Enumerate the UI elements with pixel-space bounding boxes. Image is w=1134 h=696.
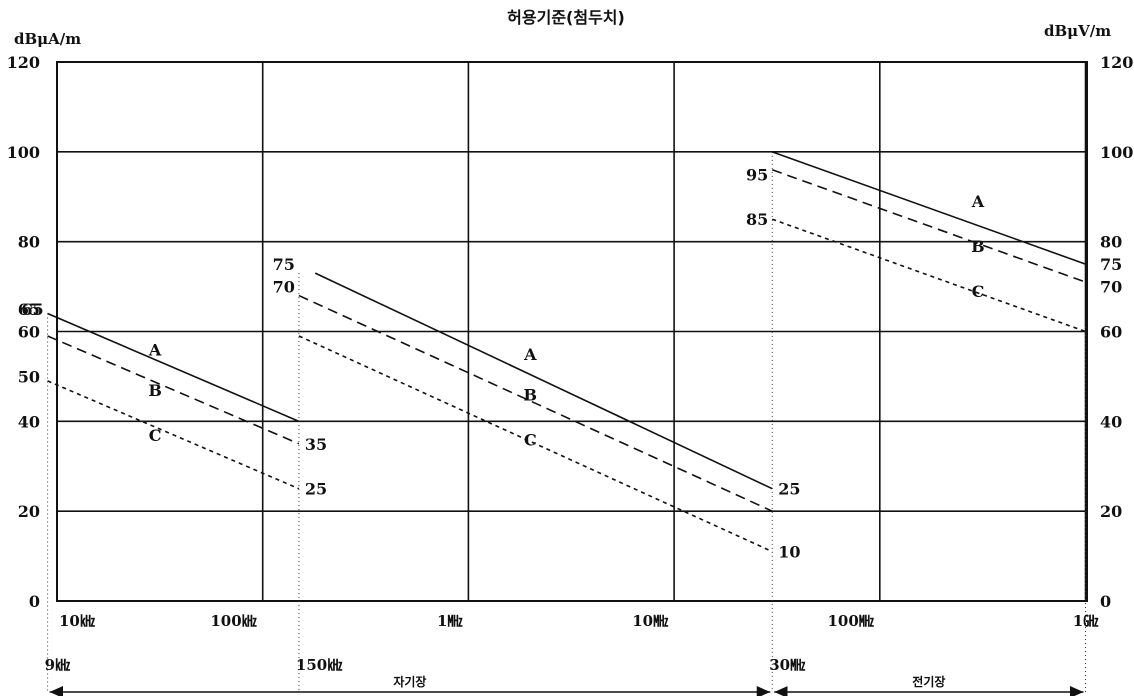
- y-tick-label-left: 20: [18, 502, 40, 521]
- y-tick-label-left: 40: [18, 412, 40, 431]
- x-tick-label: 1㎓: [1073, 612, 1099, 630]
- limit-line-c: [298, 335, 773, 553]
- x-tick-label: 10㎒: [632, 612, 669, 630]
- band-label: 전기장: [912, 674, 945, 689]
- chart-title: 허용기준(첨두치): [507, 8, 625, 27]
- value-label: 95: [746, 165, 768, 184]
- series-label-a: A: [971, 192, 985, 211]
- limit-line-c: [771, 218, 1086, 333]
- band-label: 자기장: [393, 674, 426, 689]
- y-tick-label-right: 75: [1100, 255, 1122, 274]
- series-label-c: C: [149, 426, 162, 445]
- y-tick-label-right: 60: [1100, 323, 1122, 342]
- value-label: 65: [21, 300, 43, 319]
- y-tick-label-left: 80: [18, 233, 40, 252]
- y-tick-label-right: 20: [1100, 502, 1122, 521]
- limit-line-b: [771, 169, 1086, 283]
- series-label-b: B: [524, 385, 538, 404]
- y-tick-label-left: 60: [18, 323, 40, 342]
- series-label-c: C: [524, 430, 537, 449]
- value-label: 10: [778, 543, 800, 562]
- value-label: 70: [273, 278, 295, 297]
- value-label: 25: [778, 480, 800, 499]
- y-tick-label-left: 120: [7, 53, 40, 72]
- right-unit-label: dBμV/m: [1044, 22, 1111, 40]
- left-unit-label: dBμA/m: [14, 30, 81, 48]
- x-tick-label: 100㎑: [210, 612, 256, 630]
- y-tick-label-right: 40: [1100, 412, 1122, 431]
- x-tick-label: 10㎑: [59, 612, 95, 630]
- y-tick-label-right: 70: [1100, 278, 1122, 297]
- series-label-c: C: [972, 282, 985, 301]
- series-label-b: B: [971, 237, 985, 256]
- value-label: 35: [305, 435, 327, 454]
- boundary-label: 30㎒: [769, 656, 806, 674]
- limit-line-a: [314, 272, 773, 490]
- y-tick-label-left: 65: [18, 300, 40, 319]
- y-tick-label-left: 100: [7, 143, 40, 162]
- plot-area: 120 100 80 65 60 50 40 20 0 120 100 80 75 70 60 40 20 0 10…: [7, 53, 1133, 696]
- series-label-a: A: [148, 340, 162, 359]
- value-label: 85: [746, 210, 768, 229]
- limit-line-b: [47, 335, 300, 445]
- limit-line-c: [47, 380, 300, 490]
- y-tick-label-left: 50: [18, 367, 40, 386]
- plot-frame: [56, 61, 1088, 602]
- y-tick-label-right: 120: [1100, 53, 1133, 72]
- limit-line-a: [47, 312, 300, 423]
- value-label: 75: [273, 255, 295, 274]
- y-tick-label-right: 100: [1100, 143, 1133, 162]
- value-label: 25: [305, 480, 327, 499]
- y-tick-label-right: 0: [1100, 592, 1111, 611]
- x-tick-label: 100㎒: [827, 612, 874, 630]
- x-tick-label: 1㎒: [437, 612, 463, 630]
- series-label-a: A: [523, 345, 537, 364]
- boundary-label: 150㎑: [296, 656, 342, 674]
- limit-line-b: [298, 294, 773, 512]
- series-label-b: B: [148, 381, 162, 400]
- limit-line-a: [771, 151, 1086, 265]
- boundary-label: 9㎑: [45, 656, 70, 674]
- y-tick-label-left: 0: [29, 592, 40, 611]
- y-tick-label-right: 80: [1100, 233, 1122, 252]
